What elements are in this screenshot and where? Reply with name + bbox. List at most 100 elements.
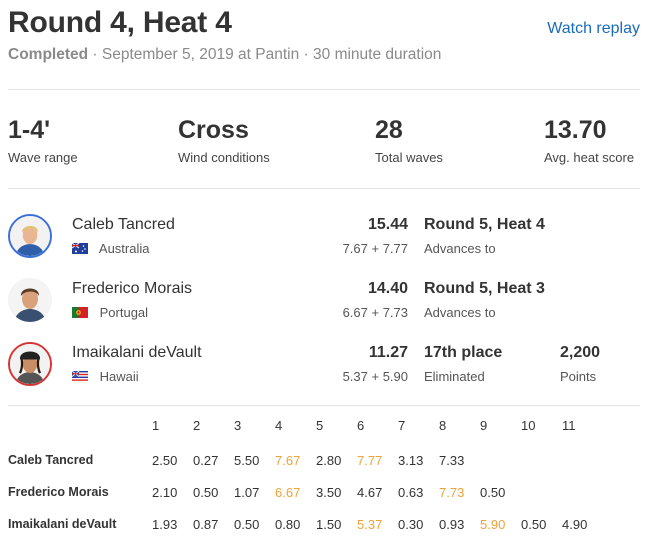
divider xyxy=(8,405,640,406)
stat-avg-heat-score: 13.70 Avg. heat score xyxy=(544,116,634,165)
wave-score: 2.50 xyxy=(152,452,178,468)
result-status: Advances to xyxy=(424,305,496,320)
wave-number: 9 xyxy=(480,418,488,433)
surfer-country: Hawaii xyxy=(72,369,139,384)
stat-label: Wind conditions xyxy=(178,150,270,165)
wave-score: 1.07 xyxy=(234,484,260,500)
wave-number: 1 xyxy=(152,418,160,433)
wave-number-header-row: 1 2 3 4 5 6 7 8 9 10 11 xyxy=(8,418,602,444)
row-surfer-name: Frederico Morais xyxy=(8,485,109,499)
stat-total-waves: 28 Total waves xyxy=(375,116,443,165)
score-breakdown: 5.37 + 5.90 xyxy=(342,369,408,384)
surfer-portrait-icon xyxy=(8,278,52,322)
country-name: Portugal xyxy=(99,305,149,320)
heat-total-score: 14.40 xyxy=(367,280,408,297)
wave-score: 7.33 xyxy=(439,452,465,468)
row-surfer-name: Caleb Tancred xyxy=(8,453,94,467)
hawaii-flag-icon xyxy=(72,371,88,382)
stat-label: Total waves xyxy=(375,150,443,165)
counting-wave-score: 7.77 xyxy=(357,452,383,468)
surfer-country: Portugal xyxy=(72,305,148,320)
stat-label: Wave range xyxy=(8,150,78,165)
wave-score xyxy=(480,444,521,476)
wave-score xyxy=(562,444,602,476)
divider xyxy=(8,188,640,189)
result-status: Advances to xyxy=(424,241,496,256)
surfer-portrait-icon xyxy=(10,216,50,256)
row-surfer-name: Imaikalani deVault xyxy=(8,517,117,531)
stat-value: 13.70 xyxy=(544,116,607,144)
portugal-flag-icon xyxy=(72,307,88,318)
wave-number: 11 xyxy=(562,418,576,433)
heat-subtitle: Completed · September 5, 2019 at Pantin … xyxy=(8,46,441,64)
australia-flag-icon xyxy=(72,243,88,254)
surfer-country: Australia xyxy=(72,241,149,256)
wave-number: 7 xyxy=(398,418,406,433)
wave-number: 4 xyxy=(275,418,283,433)
stat-wind-conditions: Cross Wind conditions xyxy=(178,116,270,165)
avatar[interactable] xyxy=(8,214,52,258)
country-name: Hawaii xyxy=(99,369,139,384)
wave-score: 0.30 xyxy=(398,516,424,532)
counting-wave-score: 7.67 xyxy=(275,452,301,468)
heat-status: Completed xyxy=(8,46,89,63)
counting-wave-score: 5.90 xyxy=(480,516,506,532)
wave-score: 1.50 xyxy=(316,516,342,532)
wave-score: 2.10 xyxy=(152,484,178,500)
avatar[interactable] xyxy=(8,278,52,322)
wave-number: 8 xyxy=(439,418,447,433)
table-row: Caleb Tancred 2.50 0.27 5.50 7.67 2.80 7… xyxy=(8,444,602,476)
wave-scores-table: 1 2 3 4 5 6 7 8 9 10 11 Caleb Tancred 2.… xyxy=(8,418,602,540)
table-row: Frederico Morais 2.10 0.50 1.07 6.67 3.5… xyxy=(8,476,602,508)
points-value: 2,200 xyxy=(560,344,601,361)
wave-score: 0.63 xyxy=(398,484,424,500)
surfer-name[interactable]: Frederico Morais xyxy=(72,280,193,297)
wave-score: 0.27 xyxy=(193,452,219,468)
wave-number: 3 xyxy=(234,418,242,433)
heat-total-score: 11.27 xyxy=(368,344,408,361)
wave-number: 10 xyxy=(521,418,536,433)
counting-wave-score: 5.37 xyxy=(357,516,383,532)
stat-label: Avg. heat score xyxy=(544,150,635,165)
surfer-row-caleb-tancred[interactable]: Caleb Tancred Australia 15.44 7.67 + 7.7… xyxy=(0,212,652,268)
points-label: Points xyxy=(560,369,597,384)
surfer-portrait-icon xyxy=(10,344,50,384)
result-heat-link[interactable]: Round 5, Heat 4 xyxy=(424,216,545,233)
separator: · xyxy=(92,46,98,63)
wave-score: 2.80 xyxy=(316,452,342,468)
surfer-row-imaikalani-devault[interactable]: Imaikalani deVault Hawaii 11.27 5.37 + 5… xyxy=(0,340,652,396)
country-name: Australia xyxy=(98,241,150,256)
wave-score: 0.93 xyxy=(439,516,465,532)
stat-value: 28 xyxy=(375,116,403,144)
heat-duration: 30 minute duration xyxy=(313,46,442,63)
wave-number: 6 xyxy=(357,418,365,433)
counting-wave-score: 7.73 xyxy=(439,484,465,500)
score-breakdown: 7.67 + 7.77 xyxy=(342,241,408,256)
result-heat-link[interactable]: Round 5, Heat 3 xyxy=(424,280,545,297)
wave-score xyxy=(562,476,602,508)
table-corner xyxy=(8,418,152,444)
wave-score: 5.50 xyxy=(234,452,260,468)
wave-score: 0.50 xyxy=(234,516,260,532)
watch-replay-link[interactable]: Watch replay xyxy=(547,20,640,37)
heat-title: Round 4, Heat 4 xyxy=(8,6,232,39)
wave-score: 0.87 xyxy=(193,516,219,532)
score-breakdown: 6.67 + 7.73 xyxy=(342,305,408,320)
stat-wave-range: 1-4' Wave range xyxy=(8,116,78,165)
wave-score: 1.93 xyxy=(152,516,178,532)
wave-score: 4.67 xyxy=(357,484,383,500)
surfer-row-frederico-morais[interactable]: Frederico Morais Portugal 14.40 6.67 + 7… xyxy=(0,276,652,332)
surfer-name[interactable]: Imaikalani deVault xyxy=(72,344,202,361)
counting-wave-score: 6.67 xyxy=(275,484,301,500)
wave-number: 5 xyxy=(316,418,324,433)
result-status: Eliminated xyxy=(424,369,485,384)
stat-value: 1-4' xyxy=(8,116,51,144)
avatar[interactable] xyxy=(8,342,52,386)
wave-score: 4.90 xyxy=(562,516,588,532)
wave-score: 0.50 xyxy=(193,484,219,500)
wave-score: 3.13 xyxy=(398,452,424,468)
surfer-name[interactable]: Caleb Tancred xyxy=(72,216,175,233)
wave-score: 0.50 xyxy=(480,484,506,500)
wave-score: 0.80 xyxy=(275,516,301,532)
wave-score: 0.50 xyxy=(521,516,547,532)
